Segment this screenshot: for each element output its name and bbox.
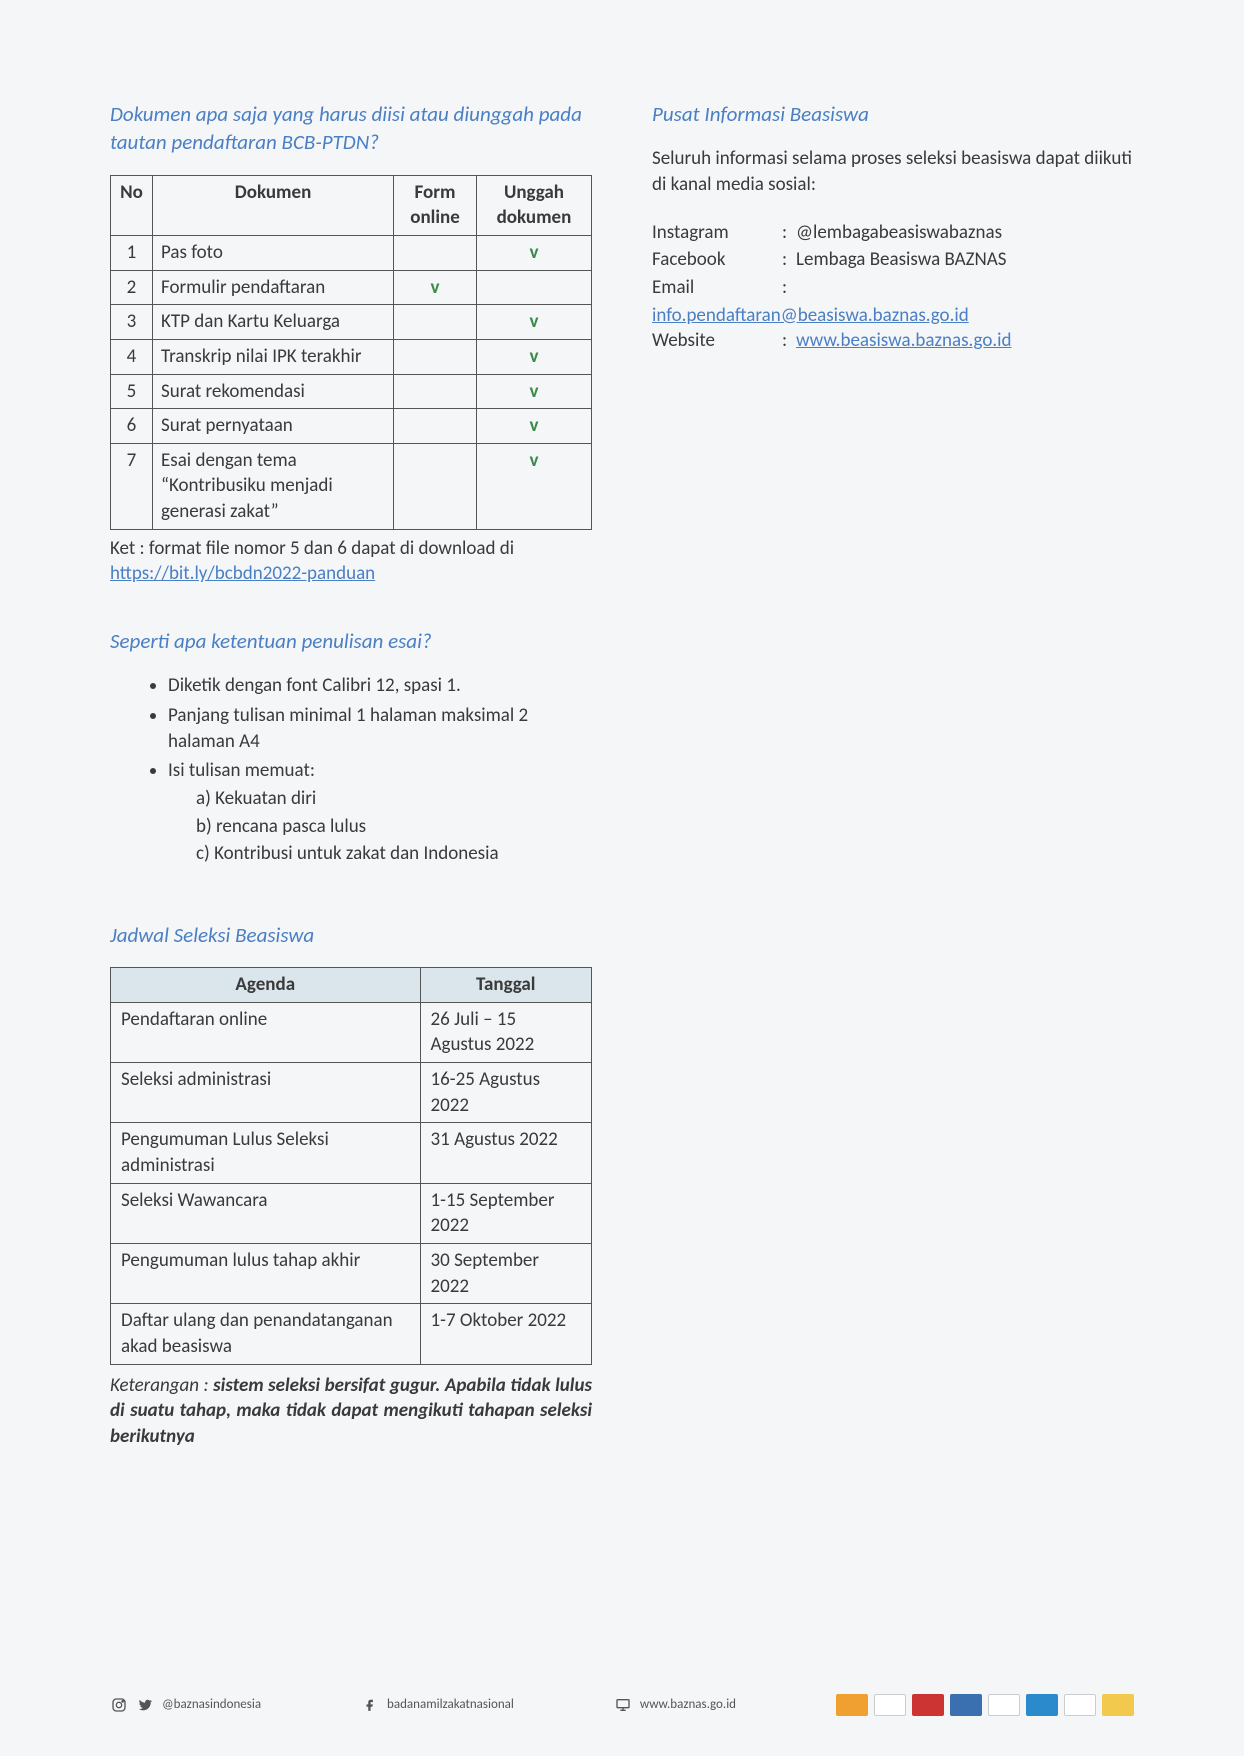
table-row: 2 Formulir pendaftaran v [111,270,592,305]
twitter-icon [136,1696,154,1714]
footer-facebook: badanamilzakatnasional [361,1696,514,1714]
logo-badge-icon [836,1694,868,1716]
th-tanggal: Tanggal [420,968,591,1003]
list-item-label: Isi tulisan memuat: [168,759,315,782]
website-link[interactable]: www.beasiswa.baznas.go.id [796,329,1012,352]
note-prefix: Ket : format file nomor 5 dan 6 dapat di… [110,537,514,560]
keterangan-note: Keterangan : sistem seleksi bersifat gug… [110,1373,592,1450]
logo-badge-icon [1102,1694,1134,1716]
schedule-table: Agenda Tanggal Pendaftaran online26 Juli… [110,967,592,1364]
list-item: Panjang tulisan minimal 1 halaman maksim… [168,703,592,754]
documents-table: No Dokumen Form online Unggah dokumen 1 … [110,175,592,530]
email-link[interactable]: info.pendaftaran@beasiswa.baznas.go.id [652,304,969,327]
table-row: 7 Esai dengan tema “Kontribusiku menjadi… [111,443,592,529]
sublist-item: b) rencana pasca lulus [196,814,592,840]
table-row: Daftar ulang dan penandatanganan akad be… [111,1304,592,1364]
info-label: Instagram [652,220,782,246]
footer-logos [836,1694,1134,1716]
list-item: Isi tulisan memuat: a) Kekuatan diri b) … [168,758,592,867]
footer-fb-handle: badanamilzakatnasional [387,1696,514,1714]
table-row: Pengumuman lulus tahap akhir30 September… [111,1243,592,1303]
th-form: Form online [394,175,477,235]
sublist-item: c) Kontribusi untuk zakat dan Indonesia [196,841,592,867]
logo-badge-icon [912,1694,944,1716]
table-row: Seleksi administrasi16-25 Agustus 2022 [111,1063,592,1123]
table-row: 3 KTP dan Kartu Keluarga v [111,305,592,340]
info-intro: Seluruh informasi selama proses seleksi … [652,146,1134,197]
th-doc: Dokumen [153,175,394,235]
logo-badge-icon [1026,1694,1058,1716]
th-no: No [111,175,153,235]
logo-badge-icon [1064,1694,1096,1716]
list-item: Diketik dengan font Calibri 12, spasi 1. [168,673,592,699]
right-column: Pusat Informasi Beasiswa Seluruh informa… [652,100,1134,1449]
footer-web-text: www.baznas.go.id [640,1696,736,1714]
logo-badge-icon [988,1694,1020,1716]
table-row: 4 Transkrip nilai IPK terakhir v [111,339,592,374]
info-email-link-row: info.pendaftaran@beasiswa.baznas.go.id [652,303,1134,329]
info-label: Email [652,275,782,301]
logo-badge-icon [874,1694,906,1716]
table-row: Pendaftaran online26 Juli – 15 Agustus 2… [111,1002,592,1062]
section3-heading: Jadwal Seleksi Beasiswa [110,921,592,949]
footer-handle: @baznasindonesia [162,1696,261,1714]
info-row-website: Website : www.beasiswa.baznas.go.id [652,328,1134,354]
panduan-link[interactable]: https://bit.ly/bcbdn2022-panduan [110,562,375,585]
info-row-email: Email : [652,275,1134,301]
ket-label: Keterangan : [110,1374,213,1397]
sublist-item: a) Kekuatan diri [196,786,592,812]
info-label: Facebook [652,247,782,273]
sublist: a) Kekuatan diri b) rencana pasca lulus … [168,786,592,867]
essay-rules-list: Diketik dengan font Calibri 12, spasi 1.… [110,673,592,866]
info-row-instagram: Instagram : @lembagabeasiswabaznas [652,220,1134,246]
table-row: 5 Surat rekomendasi v [111,374,592,409]
instagram-icon [110,1696,128,1714]
footer-web: www.baznas.go.id [614,1696,736,1714]
section1-note: Ket : format file nomor 5 dan 6 dapat di… [110,536,592,587]
page-footer: @baznasindonesia badanamilzakatnasional … [0,1694,1244,1716]
th-agenda: Agenda [111,968,421,1003]
table-row: 6 Surat pernyataan v [111,409,592,444]
table-row: Pengumuman Lulus Seleksi administrasi31 … [111,1123,592,1183]
table-row: Seleksi Wawancara1-15 September 2022 [111,1183,592,1243]
info-label: Website [652,328,782,354]
footer-social: @baznasindonesia [110,1696,261,1714]
info-value: Lembaga Beasiswa BAZNAS [796,247,1007,273]
section2-heading: Seperti apa ketentuan penulisan esai? [110,627,592,655]
section1-heading: Dokumen apa saja yang harus diisi atau d… [110,100,592,157]
monitor-icon [614,1696,632,1714]
table-row: 1 Pas foto v [111,235,592,270]
info-row-facebook: Facebook : Lembaga Beasiswa BAZNAS [652,247,1134,273]
facebook-icon [361,1696,379,1714]
logo-badge-icon [950,1694,982,1716]
info-value: @lembagabeasiswabaznas [796,220,1002,246]
info-heading: Pusat Informasi Beasiswa [652,100,1134,128]
th-upload: Unggah dokumen [476,175,591,235]
left-column: Dokumen apa saja yang harus diisi atau d… [110,100,592,1449]
